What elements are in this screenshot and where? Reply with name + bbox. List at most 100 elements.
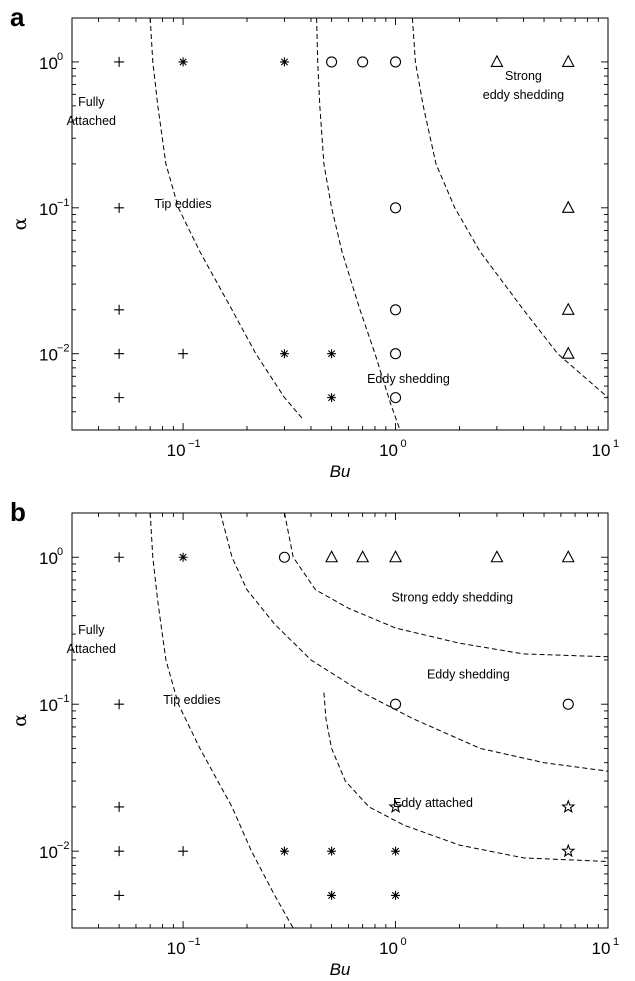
asterisk-marker (327, 846, 337, 856)
plus-marker (114, 801, 125, 812)
regime-boundary (149, 18, 305, 421)
x-tick-label: 10 (592, 939, 611, 958)
regime-boundary (284, 513, 608, 658)
triangle-marker (561, 550, 575, 563)
y-tick-label-exponent: −2 (57, 840, 70, 852)
x-tick-label: 10 (379, 939, 398, 958)
region-label: Fully Attached (67, 95, 116, 128)
pentagram-marker (561, 843, 576, 858)
regime-boundary (149, 513, 294, 928)
region-label-line: Strong (505, 69, 542, 83)
x-tick-label: 10 (167, 939, 186, 958)
y-axis-label: α (9, 714, 31, 727)
plus-marker (114, 392, 125, 403)
circle-marker (389, 202, 402, 214)
x-tick-label: 10 (592, 441, 611, 460)
triangle-marker (325, 550, 339, 563)
triangle-marker (561, 54, 575, 67)
y-axis-label: α (9, 217, 31, 230)
x-tick-label-exponent: 0 (401, 438, 407, 450)
plot-frame (71, 17, 609, 431)
asterisk-marker (279, 846, 289, 856)
y-tick-label: 10 (39, 54, 58, 73)
y-tick-label: 10 (39, 200, 58, 219)
y-tick-label: 10 (39, 346, 58, 365)
region-label: Eddy attached (393, 796, 473, 810)
region-label: Tip eddies (154, 197, 211, 211)
plus-marker (178, 846, 189, 857)
asterisk-marker (391, 846, 401, 856)
asterisk-marker (178, 57, 188, 67)
asterisk-marker (327, 349, 337, 359)
panel-label: b (10, 497, 26, 527)
y-tick-label-exponent: −1 (57, 693, 70, 705)
region-label: Tip eddies (163, 693, 220, 707)
x-tick-label-exponent: −1 (188, 438, 201, 450)
plus-marker (114, 846, 125, 857)
region-label: Eddy shedding (427, 667, 510, 681)
plus-marker (114, 552, 125, 563)
circle-marker (278, 551, 291, 563)
circle-marker (389, 304, 402, 316)
x-tick-label: 10 (379, 441, 398, 460)
plot-frame (71, 512, 609, 929)
plus-marker (114, 56, 125, 67)
circle-marker (562, 698, 574, 710)
circle-marker (389, 348, 402, 360)
pentagram-marker (561, 799, 576, 814)
region-label-line: eddy shedding (483, 88, 564, 102)
y-tick-label-exponent: −1 (57, 197, 70, 209)
ticks (71, 512, 609, 929)
triangle-marker (389, 550, 403, 563)
regime-boundary (323, 692, 608, 862)
regime-boundary (411, 18, 608, 398)
plus-marker (114, 699, 125, 710)
circle-marker (389, 56, 402, 68)
region-label-line: Eddy shedding (427, 667, 510, 681)
x-tick-label-exponent: −1 (188, 936, 201, 948)
asterisk-marker (178, 552, 188, 562)
asterisk-marker (391, 890, 401, 900)
x-tick-label-exponent: 1 (613, 936, 619, 948)
circle-marker (389, 392, 402, 404)
y-tick-label: 10 (39, 549, 58, 568)
triangle-marker (561, 346, 575, 359)
x-tick-label-exponent: 1 (613, 438, 619, 450)
y-tick-label-exponent: −2 (57, 343, 70, 355)
x-tick-label-exponent: 0 (401, 936, 407, 948)
data-points (114, 550, 576, 901)
plus-marker (114, 202, 125, 213)
region-label-line: Fully (78, 623, 105, 637)
data-points (114, 54, 575, 404)
pentagram-marker (388, 799, 403, 814)
region-label-line: Tip eddies (163, 693, 220, 707)
asterisk-marker (279, 57, 289, 67)
regime-boundaries (149, 513, 608, 928)
plus-marker (114, 890, 125, 901)
y-tick-label: 10 (39, 696, 58, 715)
plus-marker (178, 348, 189, 359)
triangle-marker (490, 550, 504, 563)
asterisk-marker (327, 890, 337, 900)
regime-boundary (316, 18, 401, 430)
y-tick-label-exponent: 0 (57, 546, 63, 558)
region-label-line: Attached (67, 114, 116, 128)
circle-marker (357, 56, 369, 68)
region-label-line: Strong eddy shedding (391, 590, 513, 604)
triangle-marker (561, 302, 575, 315)
region-label: Strong eddy shedding (483, 69, 564, 102)
x-tick-label: 10 (167, 441, 186, 460)
regime-boundaries (149, 18, 608, 430)
region-label: Eddy shedding (367, 372, 450, 386)
circle-marker (389, 698, 402, 710)
plus-marker (114, 304, 125, 315)
region-label-line: Attached (67, 642, 116, 656)
region-label-line: Eddy shedding (367, 372, 450, 386)
region-label: Fully Attached (67, 623, 116, 656)
asterisk-marker (279, 349, 289, 359)
region-label-line: Eddy attached (393, 796, 473, 810)
triangle-marker (490, 54, 504, 67)
regime-boundary (220, 513, 608, 772)
